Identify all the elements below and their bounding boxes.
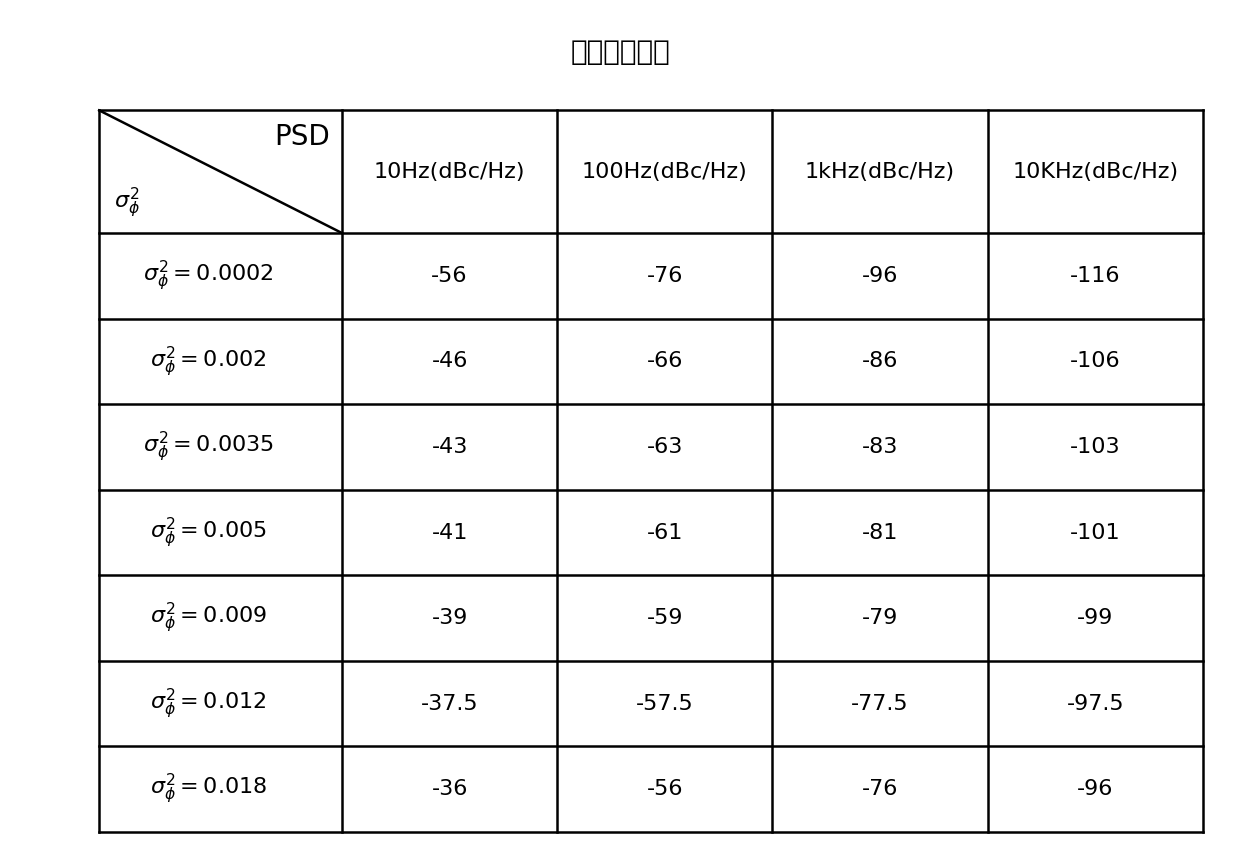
Text: -56: -56 <box>432 266 467 286</box>
Text: 1kHz(dBc/Hz): 1kHz(dBc/Hz) <box>805 161 955 182</box>
Text: -116: -116 <box>1070 266 1121 286</box>
Text: 100Hz(dBc/Hz): 100Hz(dBc/Hz) <box>582 161 748 182</box>
Text: -46: -46 <box>432 351 467 371</box>
Text: -43: -43 <box>432 437 467 457</box>
Text: -99: -99 <box>1078 608 1114 628</box>
Text: -96: -96 <box>1078 779 1114 799</box>
Text: -106: -106 <box>1070 351 1121 371</box>
Text: -59: -59 <box>646 608 683 628</box>
Text: -83: -83 <box>862 437 898 457</box>
Text: -81: -81 <box>862 522 898 543</box>
Text: -77.5: -77.5 <box>851 694 909 714</box>
Text: -57.5: -57.5 <box>636 694 693 714</box>
Text: 10Hz(dBc/Hz): 10Hz(dBc/Hz) <box>373 161 526 182</box>
Text: -76: -76 <box>862 779 898 799</box>
Text: $\sigma_{\phi}^{2}=0.009$: $\sigma_{\phi}^{2}=0.009$ <box>150 601 267 635</box>
Text: -96: -96 <box>862 266 898 286</box>
Text: -61: -61 <box>646 522 683 543</box>
Text: -101: -101 <box>1070 522 1121 543</box>
Text: -76: -76 <box>646 266 683 286</box>
Text: 10KHz(dBc/Hz): 10KHz(dBc/Hz) <box>1012 161 1178 182</box>
Text: -103: -103 <box>1070 437 1121 457</box>
Text: PSD: PSD <box>274 123 330 151</box>
Text: -86: -86 <box>862 351 898 371</box>
Text: -36: -36 <box>432 779 467 799</box>
Text: -66: -66 <box>646 351 683 371</box>
Text: 相位噪声取値: 相位噪声取値 <box>570 38 670 66</box>
Text: -79: -79 <box>862 608 898 628</box>
Text: $\sigma_{\phi}^{2}=0.002$: $\sigma_{\phi}^{2}=0.002$ <box>150 344 267 379</box>
Text: $\sigma_{\phi}^{2}=0.005$: $\sigma_{\phi}^{2}=0.005$ <box>150 515 267 550</box>
Text: -39: -39 <box>432 608 467 628</box>
Text: -56: -56 <box>646 779 683 799</box>
Text: -41: -41 <box>432 522 467 543</box>
Text: $\sigma_{\phi}^{2}$: $\sigma_{\phi}^{2}$ <box>114 186 140 220</box>
Text: $\sigma_{\phi}^{2}=0.0002$: $\sigma_{\phi}^{2}=0.0002$ <box>143 259 274 293</box>
Text: -37.5: -37.5 <box>420 694 479 714</box>
Text: $\sigma_{\phi}^{2}=0.018$: $\sigma_{\phi}^{2}=0.018$ <box>150 772 267 807</box>
Text: $\sigma_{\phi}^{2}=0.012$: $\sigma_{\phi}^{2}=0.012$ <box>150 687 267 721</box>
Text: -63: -63 <box>646 437 683 457</box>
Text: $\sigma_{\phi}^{2}=0.0035$: $\sigma_{\phi}^{2}=0.0035$ <box>143 430 274 464</box>
Text: -97.5: -97.5 <box>1066 694 1123 714</box>
